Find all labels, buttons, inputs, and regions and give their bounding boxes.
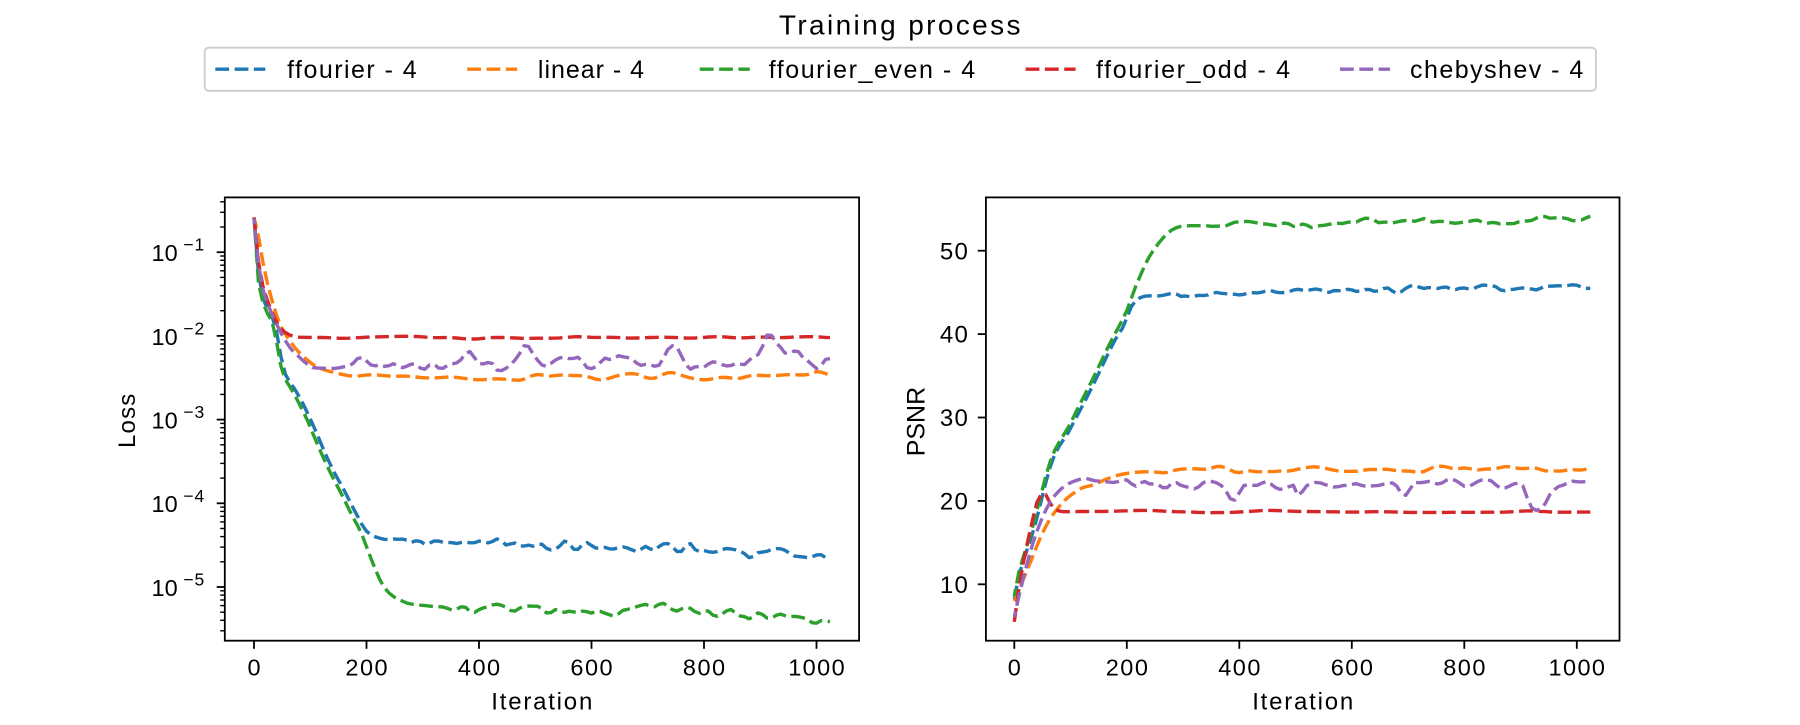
svg-text:600: 600	[1331, 655, 1373, 681]
svg-text:−4: −4	[183, 486, 205, 506]
svg-text:10: 10	[152, 491, 178, 517]
svg-text:0: 0	[247, 655, 260, 681]
svg-text:−1: −1	[183, 235, 205, 255]
svg-text:10: 10	[152, 324, 178, 350]
svg-text:800: 800	[683, 655, 725, 681]
svg-text:ffourier - 4: ffourier - 4	[287, 56, 417, 84]
svg-text:Iteration: Iteration	[491, 689, 592, 716]
svg-text:0: 0	[1008, 655, 1021, 681]
svg-text:PSNR: PSNR	[903, 387, 931, 456]
svg-text:600: 600	[570, 655, 612, 681]
svg-text:−5: −5	[183, 570, 205, 590]
svg-text:40: 40	[940, 322, 969, 349]
svg-text:1000: 1000	[788, 655, 845, 681]
svg-text:1000: 1000	[1549, 655, 1606, 681]
svg-text:Loss: Loss	[114, 393, 141, 449]
svg-text:Iteration: Iteration	[1252, 689, 1353, 716]
svg-text:10: 10	[152, 408, 178, 434]
svg-text:−2: −2	[183, 318, 205, 338]
svg-text:10: 10	[152, 575, 178, 601]
svg-text:20: 20	[940, 489, 969, 516]
svg-text:linear - 4: linear - 4	[538, 56, 644, 84]
svg-text:400: 400	[458, 655, 500, 681]
svg-text:10: 10	[940, 572, 969, 599]
svg-text:Training process: Training process	[779, 9, 1021, 40]
svg-text:200: 200	[345, 655, 387, 681]
svg-text:200: 200	[1106, 655, 1148, 681]
svg-text:10: 10	[152, 240, 178, 266]
svg-text:ffourier_even - 4: ffourier_even - 4	[769, 56, 976, 84]
svg-text:800: 800	[1443, 655, 1485, 681]
svg-text:50: 50	[940, 238, 969, 265]
svg-text:−3: −3	[183, 402, 205, 422]
svg-text:ffourier_odd - 4: ffourier_odd - 4	[1096, 56, 1290, 84]
svg-text:400: 400	[1218, 655, 1260, 681]
svg-text:30: 30	[940, 405, 969, 432]
